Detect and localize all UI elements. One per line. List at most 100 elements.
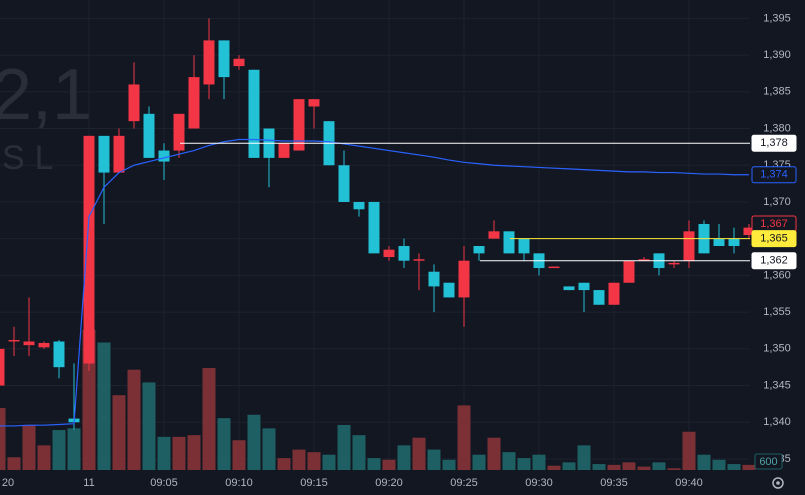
- y-tick-label: 1,370: [763, 196, 791, 208]
- volume-bar: [502, 452, 516, 470]
- candle-body: [293, 99, 305, 151]
- volume-bar: [382, 459, 396, 470]
- volume-bar: [742, 464, 756, 470]
- ma-label: 1,374: [760, 169, 788, 181]
- candle-body: [578, 282, 590, 291]
- volume-bar: [412, 437, 426, 470]
- volume-bar: [562, 462, 576, 470]
- volume-bar: [97, 342, 111, 470]
- volume-bar: [547, 465, 561, 470]
- volume-bar: [577, 445, 591, 470]
- y-tick-label: 1,360: [763, 269, 791, 281]
- volume-bar: [457, 405, 471, 470]
- candle-body: [8, 340, 20, 342]
- volume-bar: [697, 454, 711, 470]
- volume-bar: [622, 462, 636, 470]
- x-tick-label: 09:40: [675, 477, 703, 489]
- y-tick-label: 1,385: [763, 86, 791, 98]
- candle-body: [278, 143, 290, 158]
- volume-bar: [112, 395, 126, 470]
- watermark-symbol: SL: [2, 139, 64, 177]
- y-tick-label: 1,380: [763, 122, 791, 134]
- volume-bar: [532, 454, 546, 470]
- volume-bar: [472, 454, 486, 470]
- volume-bar: [232, 440, 246, 470]
- volume-bar: [667, 468, 681, 470]
- volume-bar: [517, 458, 531, 470]
- price-label: 1,362: [760, 255, 788, 267]
- candle-body: [128, 84, 140, 122]
- candle-body: [638, 259, 650, 261]
- price-label-box: [751, 230, 797, 248]
- candle-body: [383, 249, 395, 258]
- candle-body: [488, 231, 500, 239]
- candle-body: [248, 69, 260, 158]
- candle-body: [413, 259, 425, 261]
- candle-body: [338, 165, 350, 202]
- candle-body: [53, 341, 65, 368]
- x-tick-label: 20: [2, 477, 14, 489]
- candle-body: [503, 231, 515, 254]
- volume-bar: [127, 369, 141, 470]
- candle-body: [398, 246, 410, 261]
- volume-bar: [397, 445, 411, 470]
- x-tick-label: 09:05: [150, 477, 178, 489]
- volume-bar: [307, 452, 321, 470]
- candle-body: [188, 77, 200, 129]
- volume-bar: [652, 462, 666, 470]
- candle-body: [458, 260, 470, 298]
- x-tick-label: 09:25: [450, 477, 478, 489]
- candle-body: [113, 135, 125, 173]
- candle-body: [83, 135, 95, 364]
- price-label: 1,378: [760, 137, 788, 149]
- price-label-box: [751, 134, 797, 152]
- y-tick-label: 1,355: [763, 306, 791, 318]
- volume-bar: [172, 436, 186, 470]
- volume-bar: [727, 464, 741, 470]
- x-tick-label: 11: [83, 477, 94, 489]
- candle-body: [203, 40, 215, 85]
- watermark-price: 2,1: [0, 55, 92, 135]
- ma-label-box: [751, 166, 797, 184]
- candle-body: [98, 135, 110, 173]
- volume-bar: [157, 436, 171, 470]
- candle-body: [0, 348, 5, 386]
- x-tick-label: 09:20: [375, 477, 403, 489]
- price-label-box: [751, 252, 797, 270]
- volume-bar: [217, 418, 231, 470]
- volume-bar: [292, 449, 306, 470]
- volume-bar: [247, 414, 261, 470]
- volume-bar: [337, 424, 351, 470]
- candle-body: [668, 262, 680, 265]
- y-tick-label: 1,395: [763, 12, 791, 24]
- volume-bar: [637, 466, 651, 470]
- candle-body: [368, 201, 380, 254]
- volume-bar: [427, 449, 441, 470]
- volume-bar: [142, 382, 156, 470]
- candle-body: [38, 342, 50, 348]
- volume-bar: [487, 437, 501, 470]
- x-tick-label: 09:10: [225, 477, 253, 489]
- volume-label: 600: [759, 456, 777, 468]
- candle-body: [593, 290, 605, 305]
- settings-icon[interactable]: [772, 477, 784, 489]
- x-tick-label: 09:30: [525, 477, 553, 489]
- volume-bar: [7, 457, 21, 470]
- volume-bar: [277, 458, 291, 470]
- candle-body: [518, 238, 530, 254]
- candle-body: [443, 282, 455, 298]
- volume-bar: [442, 459, 456, 470]
- y-tick-label: 1,350: [763, 343, 791, 355]
- candle-body: [713, 238, 725, 247]
- candle-body: [428, 271, 440, 287]
- volume-bar: [262, 428, 276, 470]
- candle-body: [728, 238, 740, 247]
- y-tick-label: 1,390: [763, 49, 791, 61]
- candle-body: [743, 227, 755, 235]
- candle-body: [683, 231, 695, 261]
- x-tick-label: 09:35: [600, 477, 628, 489]
- volume-bar: [607, 464, 621, 470]
- candle-body: [173, 113, 185, 151]
- volume-bar: [22, 424, 36, 470]
- volume-bar: [682, 431, 696, 470]
